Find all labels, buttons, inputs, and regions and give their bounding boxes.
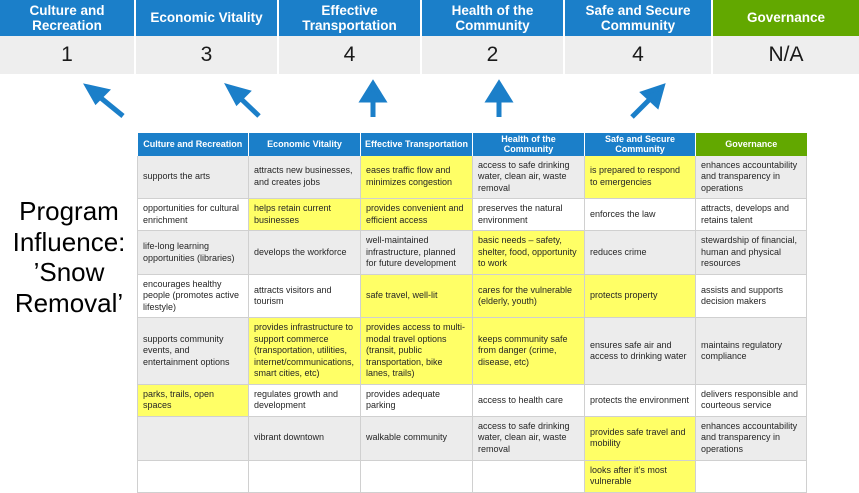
matrix-cell: supports community events, and entertain…	[137, 317, 249, 385]
score-header-safe-and-secure-community: Safe and Secure Community	[565, 0, 711, 36]
matrix-body: supports the arts attracts new businesses…	[137, 155, 807, 493]
matrix-cell: ensures safe air and access to drinking …	[584, 317, 696, 385]
matrix-cell: vibrant downtown	[248, 416, 361, 461]
matrix-header-safe-and-secure-community: Safe and Secure Community	[584, 133, 696, 156]
matrix-cell-highlighted: safe travel, well-lit	[360, 274, 473, 319]
matrix-row: vibrant downtown walkable community access…	[137, 416, 807, 461]
matrix-cell: attracts new businesses, and creates job…	[248, 155, 361, 200]
score-column-safe-and-secure-community: Safe and Secure Community 4	[565, 0, 713, 74]
matrix-cell-highlighted: keeps community safe from danger (crime,…	[472, 317, 585, 385]
matrix-cell	[137, 416, 249, 461]
matrix-cell: walkable community	[360, 416, 473, 461]
matrix-cell: develops the workforce	[248, 230, 361, 275]
matrix-cell: stewardship of financial, human and phys…	[695, 230, 807, 275]
score-value-governance: N/A	[713, 36, 859, 74]
matrix-cell: reduces crime	[584, 230, 696, 275]
score-value-economic-vitality: 3	[136, 36, 277, 74]
matrix-cell: supports the arts	[137, 155, 249, 200]
matrix-cell: encourages healthy people (promotes acti…	[137, 274, 249, 319]
matrix-cell: life-long learning opportunities (librar…	[137, 230, 249, 275]
arrow-culture-and-recreation	[83, 83, 125, 118]
matrix-row: encourages healthy people (promotes acti…	[137, 274, 807, 319]
score-header-economic-vitality: Economic Vitality	[136, 0, 277, 36]
matrix-cell-highlighted: provides convenient and efficient access	[360, 198, 473, 232]
matrix-header-health-of-the-community: Health of the Community	[472, 133, 585, 156]
score-column-health-of-the-community: Health of the Community 2	[422, 0, 565, 74]
score-band: Culture and Recreation 1 Economic Vitality…	[0, 0, 859, 74]
matrix-cell-highlighted: eases traffic flow and minimizes congest…	[360, 155, 473, 200]
score-value-culture-and-recreation: 1	[0, 36, 134, 74]
score-header-governance: Governance	[713, 0, 859, 36]
matrix-row: parks, trails, open spaces regulates grow…	[137, 384, 807, 417]
matrix-cell-highlighted: parks, trails, open spaces	[137, 384, 249, 417]
matrix-cell-highlighted: provides access to multi-modal travel op…	[360, 317, 473, 385]
matrix-cell: regulates growth and development	[248, 384, 361, 417]
matrix-cell: maintains regulatory compliance	[695, 317, 807, 385]
caption-line-3: ’Snow	[33, 257, 105, 288]
score-value-effective-transportation: 4	[279, 36, 420, 74]
caption-line-2: Influence:	[12, 226, 126, 257]
strategic-outcomes-matrix: Culture and Recreation Economic Vitality E…	[137, 133, 807, 493]
arrow-layer	[0, 74, 859, 132]
matrix-cell: delivers responsible and courteous servi…	[695, 384, 807, 417]
matrix-row: supports the arts attracts new businesses…	[137, 155, 807, 200]
matrix-cell-highlighted: provides safe travel and mobility	[584, 416, 696, 461]
program-influence-caption: Program Influence: ’Snow Removal’	[4, 196, 134, 319]
matrix-cell-highlighted: cares for the vulnerable (elderly, youth…	[472, 274, 585, 319]
matrix-cell: preserves the natural environment	[472, 198, 585, 232]
matrix-cell-highlighted: provides infrastructure to support comme…	[248, 317, 361, 385]
matrix-cell: attracts visitors and tourism	[248, 274, 361, 319]
matrix-cell: access to safe drinking water, clean air…	[472, 155, 585, 200]
score-column-culture-and-recreation: Culture and Recreation 1	[0, 0, 136, 74]
arrows-svg	[83, 79, 666, 119]
score-column-effective-transportation: Effective Transportation 4	[279, 0, 422, 74]
caption-line-4: Removal’	[14, 288, 124, 319]
matrix-cell: opportunities for cultural enrichment	[137, 198, 249, 232]
matrix-row: opportunities for cultural enrichment hel…	[137, 198, 807, 232]
matrix-cell-highlighted: protects property	[584, 274, 696, 319]
score-value-safe-and-secure-community: 4	[565, 36, 711, 74]
matrix-cell-highlighted: is prepared to respond to emergencies	[584, 155, 696, 200]
matrix-cell: protects the environment	[584, 384, 696, 417]
arrow-safe-and-secure-community	[630, 83, 666, 119]
score-header-culture-and-recreation: Culture and Recreation	[0, 0, 134, 36]
matrix-cell: access to health care	[472, 384, 585, 417]
matrix-cell: assists and supports decision makers	[695, 274, 807, 319]
matrix-cell-highlighted: helps retain current businesses	[248, 198, 361, 232]
matrix-header-economic-vitality: Economic Vitality	[248, 133, 361, 156]
arrow-effective-transportation	[358, 79, 388, 117]
matrix-cell: provides adequate parking	[360, 384, 473, 417]
matrix-header-culture-and-recreation: Culture and Recreation	[137, 133, 249, 156]
matrix-cell: access to safe drinking water, clean air…	[472, 416, 585, 461]
matrix-row: supports community events, and entertain…	[137, 317, 807, 385]
score-column-economic-vitality: Economic Vitality 3	[136, 0, 279, 74]
arrow-economic-vitality	[224, 83, 261, 118]
arrow-health-of-the-community	[484, 79, 514, 117]
score-column-governance: Governance N/A	[713, 0, 859, 74]
matrix-cell: well-maintained infrastructure, planned …	[360, 230, 473, 275]
matrix-cell: enforces the law	[584, 198, 696, 232]
matrix-row: life-long learning opportunities (librar…	[137, 230, 807, 275]
score-header-health-of-the-community: Health of the Community	[422, 0, 563, 36]
caption-line-1: Program	[19, 196, 119, 226]
matrix-header-row: Culture and Recreation Economic Vitality E…	[137, 133, 807, 156]
score-value-health-of-the-community: 2	[422, 36, 563, 74]
matrix-header-governance: Governance	[695, 133, 807, 156]
matrix-cell: enhances accountability and transparency…	[695, 155, 807, 200]
matrix-cell: attracts, develops and retains talent	[695, 198, 807, 232]
matrix-cell-highlighted: basic needs – safety, shelter, food, opp…	[472, 230, 585, 275]
matrix-header-effective-transportation: Effective Transportation	[360, 133, 473, 156]
score-header-effective-transportation: Effective Transportation	[279, 0, 420, 36]
matrix-cell: enhances accountability and transparency…	[695, 416, 807, 461]
